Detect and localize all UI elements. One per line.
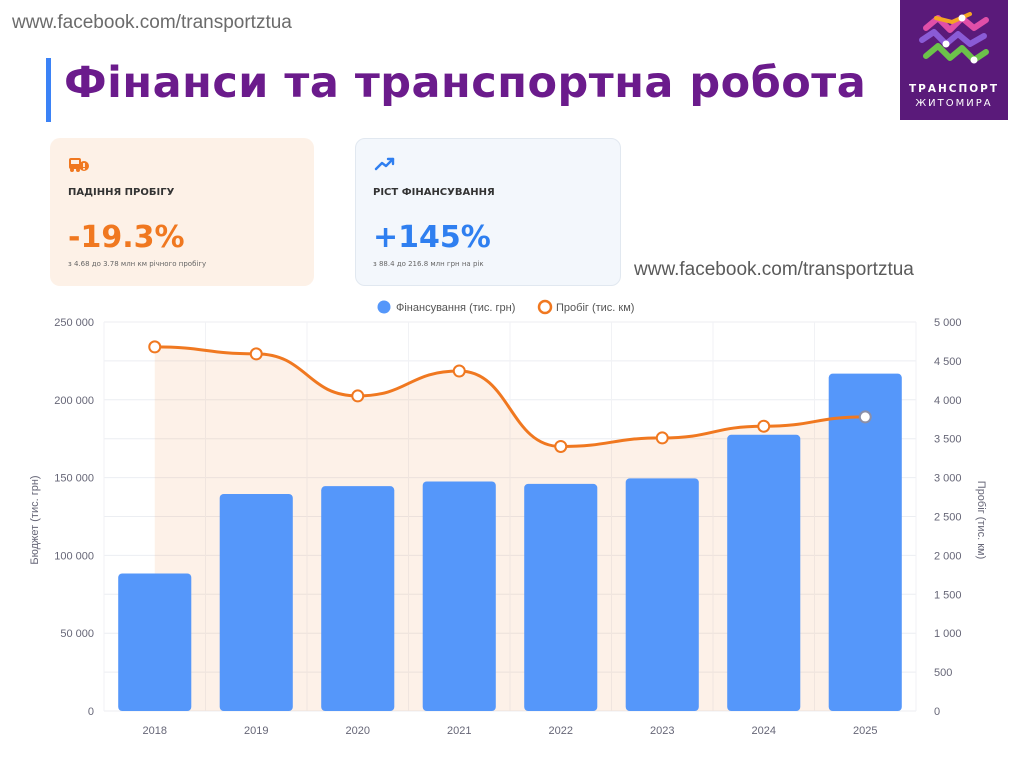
title-accent-bar — [46, 58, 51, 122]
y-right-tick-label: 500 — [934, 667, 952, 679]
y-left-tick-label: 150 000 — [54, 473, 94, 485]
y-axis-right-label: Пробіг (тис. км) — [975, 481, 987, 559]
mileage-point — [249, 347, 263, 361]
watermark-top: www.facebook.com/transportztua — [12, 12, 292, 33]
x-tick-label: 2022 — [549, 725, 573, 737]
x-tick-label: 2021 — [447, 725, 471, 737]
trending-up-icon — [374, 155, 396, 178]
funding-card-value: +145% — [373, 220, 491, 255]
funding-bar — [828, 373, 902, 711]
y-left-tick-label: 200 000 — [54, 395, 94, 407]
y-right-tick-label: 1 500 — [934, 589, 962, 601]
mileage-card-value: -19.3% — [68, 220, 185, 255]
y-left-tick-label: 100 000 — [54, 550, 94, 562]
funding-bar — [524, 483, 598, 711]
funding-bar — [422, 481, 496, 711]
logo: ТРАНСПОРТ ЖИТОМИРА — [900, 0, 1008, 120]
y-left-tick-label: 250 000 — [54, 317, 94, 329]
funding-bar — [321, 486, 395, 711]
funding-growth-card — [355, 138, 621, 286]
mileage-point — [351, 389, 365, 403]
mileage-point — [757, 419, 771, 433]
funding-bar — [727, 434, 801, 711]
logo-mark-icon — [919, 12, 989, 64]
mileage-point — [148, 340, 162, 354]
y-right-tick-label: 0 — [934, 706, 940, 718]
y-left-tick-label: 50 000 — [60, 628, 94, 640]
legend-label-mileage: Пробіг (тис. км) — [556, 302, 634, 314]
mileage-card-subtext: з 4.68 до 3.78 млн км річного пробігу — [68, 260, 207, 268]
funding-bar — [118, 573, 192, 711]
watermark-middle: www.facebook.com/transportztua — [634, 259, 914, 280]
legend-swatch-mileage — [537, 299, 553, 315]
legend-label-funding: Фінансування (тис. грн) — [396, 302, 515, 314]
legend-swatch-funding — [377, 300, 391, 314]
bus-warning-icon — [68, 154, 90, 179]
y-right-tick-label: 1 000 — [934, 628, 962, 640]
mileage-drop-card — [50, 138, 314, 286]
mileage-line — [154, 345, 866, 448]
funding-card-subtext: з 88.4 до 216.8 млн грн на рік — [373, 260, 484, 268]
funding-card-label: РІСТ ФІНАНСУВАННЯ — [373, 187, 495, 198]
mileage-point — [554, 439, 568, 453]
page-title: Фінанси та транспортна робота — [64, 58, 867, 108]
finance-mileage-chart: 0 50 000 100 000 150 000 200 000 250 000 0 500… — [29, 299, 987, 737]
mileage-card-label: ПАДІННЯ ПРОБІГУ — [68, 187, 175, 198]
mileage-point — [452, 364, 466, 378]
y-right-tick-label: 4 000 — [934, 395, 962, 407]
logo-text-line1: ТРАНСПОРТ — [908, 83, 1000, 95]
x-tick-label: 2024 — [752, 725, 776, 737]
y-right-tick-label: 2 500 — [934, 512, 962, 524]
y-right-tick-label: 5 000 — [934, 317, 962, 329]
y-axis-left-label: Бюджет (тис. грн) — [29, 475, 41, 564]
x-tick-label: 2019 — [244, 725, 268, 737]
mileage-point — [655, 431, 669, 445]
y-right-tick-label: 2 000 — [934, 550, 962, 562]
funding-bar — [625, 478, 699, 711]
y-right-tick-label: 3 500 — [934, 434, 962, 446]
logo-text-line2: ЖИТОМИРА — [915, 98, 993, 109]
y-right-tick-label: 4 500 — [934, 356, 962, 368]
x-tick-label: 2025 — [853, 725, 877, 737]
mileage-point — [858, 410, 872, 424]
y-left-tick-label: 0 — [88, 706, 94, 718]
x-tick-label: 2018 — [143, 725, 167, 737]
y-right-tick-label: 3 000 — [934, 473, 962, 485]
x-tick-label: 2020 — [346, 725, 370, 737]
x-tick-label: 2023 — [650, 725, 674, 737]
funding-bar — [219, 493, 293, 711]
